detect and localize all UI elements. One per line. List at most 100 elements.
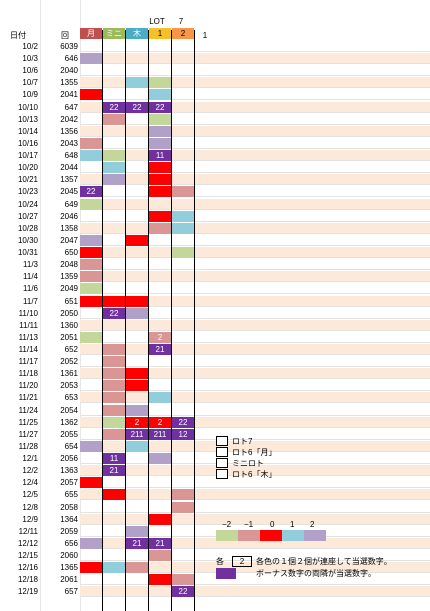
round-cell: 1361	[60, 369, 78, 379]
date-cell: 12/5	[22, 490, 38, 500]
scale-label-minus2: −2	[222, 520, 232, 529]
table-row: 11/18 1361	[0, 368, 430, 380]
number-cell: 22	[103, 307, 125, 319]
round-cell: 2061	[60, 575, 78, 585]
round-cell: 1355	[60, 78, 78, 88]
table-row: 10/24 649	[0, 198, 430, 210]
bonus-swatch	[216, 568, 236, 579]
number-cell: 2	[126, 416, 148, 428]
table-row: 10/14 1356	[0, 125, 430, 137]
number-cell	[126, 295, 148, 307]
date-cell: 10/13	[17, 114, 38, 124]
scale-label-minus1: −1	[244, 520, 254, 529]
row-band	[80, 319, 430, 331]
date-cell: 12/9	[22, 514, 38, 524]
date-cell: 12/12	[17, 538, 38, 548]
number-cell	[80, 198, 102, 210]
lot-label: LOT	[149, 17, 165, 26]
row-band	[80, 283, 430, 295]
number-cell: 22	[103, 101, 125, 113]
row-band	[80, 271, 430, 283]
row-band	[80, 392, 430, 404]
date-cell: 12/2	[22, 466, 38, 476]
round-cell: 1357	[60, 175, 78, 185]
table-row: 12/8 2058	[0, 501, 430, 513]
row-band	[80, 477, 430, 489]
table-row: 12/12 656 21 21	[0, 537, 430, 549]
row-band	[80, 65, 430, 77]
number-cell	[126, 562, 148, 574]
table-row: 10/6 2040	[0, 65, 430, 77]
row-band	[80, 89, 430, 101]
row-band	[80, 150, 430, 162]
number-cell: 22	[126, 101, 148, 113]
number-cell	[149, 125, 171, 137]
number-cell	[80, 234, 102, 246]
number-cell	[126, 404, 148, 416]
date-cell: 10/6	[22, 66, 38, 76]
date-cell: 11/18	[18, 369, 38, 379]
row-band	[80, 586, 430, 598]
legend-box	[216, 447, 228, 457]
table-row: 10/2 6039	[0, 41, 430, 52]
number-cell	[172, 222, 194, 234]
date-cell: 12/1	[22, 454, 38, 464]
number-cell	[149, 174, 171, 186]
date-cell: 10/2	[22, 42, 38, 51]
round-cell: 2040	[60, 66, 78, 76]
number-cell	[103, 150, 125, 162]
round-cell: 657	[64, 587, 78, 597]
round-cell: 2059	[60, 526, 78, 536]
number-cell: 22	[149, 101, 171, 113]
header-getsu: 月	[80, 28, 102, 39]
row-band	[80, 247, 430, 259]
round-cell: 2044	[60, 163, 78, 173]
number-cell	[103, 428, 125, 440]
row-band	[80, 380, 430, 392]
number-cell	[149, 77, 171, 89]
row-band	[80, 198, 430, 210]
round-cell: 1363	[60, 466, 78, 476]
scale-swatch-blue	[282, 530, 304, 541]
table-row: 10/27 2046	[0, 210, 430, 222]
table-row: 10/30 2047	[0, 234, 430, 246]
scale-swatch-red	[260, 530, 282, 541]
round-cell: 6039	[60, 42, 78, 51]
round-cell: 648	[64, 151, 78, 161]
number-cell	[80, 537, 102, 549]
table-row: 11/17 2052	[0, 356, 430, 368]
round-cell: 2056	[60, 454, 78, 464]
table-row: 11/14 652 21	[0, 344, 430, 355]
row-band	[80, 574, 430, 586]
round-cell: 646	[64, 54, 78, 64]
number-cell: 2	[149, 331, 171, 343]
number-cell	[80, 477, 102, 489]
scale-label-1: 1	[290, 520, 295, 529]
table-row: 10/31 650	[0, 247, 430, 259]
table-row: 10/17 648 11	[0, 150, 430, 162]
table-row: 11/7 651	[0, 295, 430, 307]
table-row: 12/19 657 22	[0, 586, 430, 598]
table-row: 10/3 646	[0, 53, 430, 65]
number-cell	[103, 416, 125, 428]
date-cell: 11/11	[19, 320, 38, 330]
date-cell: 11/17	[18, 357, 38, 367]
legend-box	[216, 458, 228, 468]
table-row: 11/10 2050 22	[0, 307, 430, 319]
divider	[148, 30, 149, 611]
note-bonus: ボーナス数字の両隣が当選数字。	[256, 569, 376, 578]
table-row: 10/20 2044	[0, 162, 430, 174]
date-cell: 10/7	[22, 78, 38, 88]
number-cell	[103, 562, 125, 574]
number-cell	[103, 392, 125, 404]
number-cell	[149, 222, 171, 234]
header-mini: ミニ	[103, 28, 125, 39]
round-cell: 650	[64, 248, 78, 258]
row-band	[80, 550, 430, 562]
table-row: 12/9 1364	[0, 513, 430, 525]
number-cell: 11	[103, 453, 125, 465]
date-cell: 11/6	[23, 284, 38, 294]
round-cell: 2057	[60, 478, 78, 488]
number-cell	[126, 380, 148, 392]
round-cell: 2045	[60, 187, 78, 197]
